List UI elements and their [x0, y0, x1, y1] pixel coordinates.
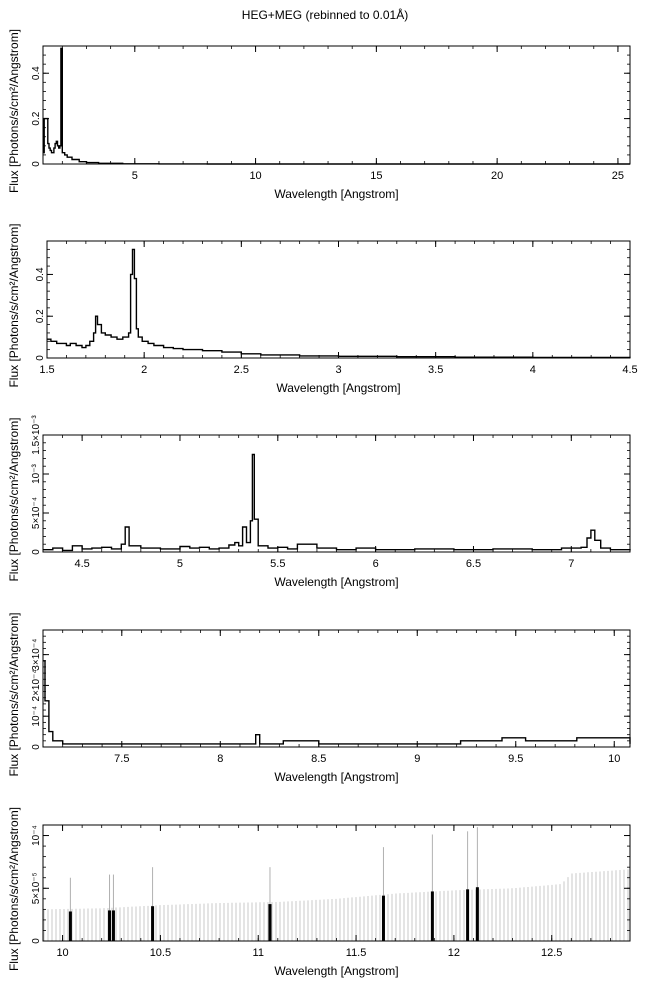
y-tick-label: 0.4 [31, 66, 42, 80]
y-tick-label: 10⁻⁴ [31, 825, 42, 846]
x-tick-label: 7 [568, 558, 574, 570]
spectrum-bar [381, 895, 385, 941]
plot-frame [42, 629, 631, 748]
spectrum-bar [108, 910, 112, 941]
plot-frame [42, 45, 631, 165]
spectrum-bar [430, 891, 434, 941]
x-tick-label: 4.5 [74, 558, 89, 570]
x-tick-label: 10.5 [150, 947, 171, 959]
x-tick-label: 10 [608, 753, 620, 765]
x-tick-label: 8 [217, 753, 223, 765]
x-tick-label: 3 [335, 364, 341, 376]
y-axis-label: Flux [Photons/s/cm²/Angstrom] [7, 29, 21, 193]
x-tick-label: 10 [249, 170, 261, 182]
spectrum-bar [151, 906, 155, 941]
y-tick-label: 0.2 [35, 309, 46, 323]
x-axis-label: Wavelength [Angstrom] [276, 381, 400, 395]
spectrum-line [43, 453, 631, 552]
spectrum-bar [111, 910, 115, 941]
x-tick-label: 20 [491, 170, 503, 182]
y-axis-label: Flux [Photons/s/cm²/Angstrom] [7, 612, 21, 776]
y-tick-label: 0 [35, 355, 46, 361]
y-tick-label: 0 [31, 744, 42, 750]
x-tick-label: 10 [56, 947, 68, 959]
x-tick-label: 4 [530, 364, 536, 376]
chart-title: HEG+MEG (rebinned to 0.01Å) [241, 8, 409, 22]
x-tick-label: 6.5 [466, 558, 481, 570]
x-tick-label: 9 [414, 753, 420, 765]
y-axis-label: Flux [Photons/s/cm²/Angstrom] [7, 223, 21, 387]
x-tick-label: 25 [612, 170, 624, 182]
x-tick-label: 11 [253, 947, 264, 959]
spectrum-line [43, 660, 631, 745]
spectrum-line [47, 248, 631, 359]
spectrum-bar [68, 911, 72, 941]
x-tick-label: 8.5 [311, 753, 326, 765]
y-tick-label: 1.5×10⁻³ [31, 415, 42, 455]
x-tick-label: 5 [132, 170, 138, 182]
y-tick-label: 0 [31, 161, 42, 167]
x-tick-label: 5 [177, 558, 183, 570]
x-tick-label: 12 [448, 947, 460, 959]
y-tick-label: 0 [31, 549, 42, 555]
x-axis-label: Wavelength [Angstrom] [274, 575, 398, 589]
y-axis-label: Flux [Photons/s/cm²/Angstrom] [7, 807, 21, 971]
x-tick-label: 1.5 [39, 364, 54, 376]
x-tick-label: 7.5 [114, 753, 129, 765]
y-tick-label: 2×10⁻⁴ [31, 669, 42, 701]
x-tick-label: 4.5 [622, 364, 637, 376]
y-tick-label: 0.4 [35, 267, 46, 281]
x-tick-label: 2.5 [234, 364, 249, 376]
x-tick-label: 2 [141, 364, 147, 376]
y-tick-label: 0 [31, 938, 42, 944]
spectrum-bar [466, 889, 470, 941]
x-axis-label: Wavelength [Angstrom] [274, 187, 398, 201]
y-tick-label: 10⁻⁴ [31, 706, 42, 727]
plot-frame [42, 434, 631, 553]
x-tick-label: 3.5 [428, 364, 443, 376]
y-tick-label: 5×10⁻⁴ [31, 497, 42, 529]
y-tick-label: 5×10⁻⁵ [31, 872, 42, 904]
x-axis-label: Wavelength [Angstrom] [274, 770, 398, 784]
y-tick-label: 10⁻³ [31, 463, 42, 483]
x-tick-label: 15 [370, 170, 382, 182]
spectrum-bar [475, 887, 479, 941]
x-tick-label: 6 [373, 558, 379, 570]
x-tick-label: 9.5 [508, 753, 523, 765]
y-axis-label: Flux [Photons/s/cm²/Angstrom] [7, 417, 21, 581]
y-tick-label: 3×10⁻⁴ [31, 639, 42, 671]
x-tick-label: 11.5 [346, 947, 367, 959]
y-tick-label: 0.2 [31, 111, 42, 125]
spectrum-line [43, 47, 630, 165]
x-tick-label: 5.5 [270, 558, 285, 570]
x-tick-label: 12.5 [541, 947, 562, 959]
x-axis-label: Wavelength [Angstrom] [274, 964, 398, 978]
spectrum-bar [268, 904, 272, 941]
